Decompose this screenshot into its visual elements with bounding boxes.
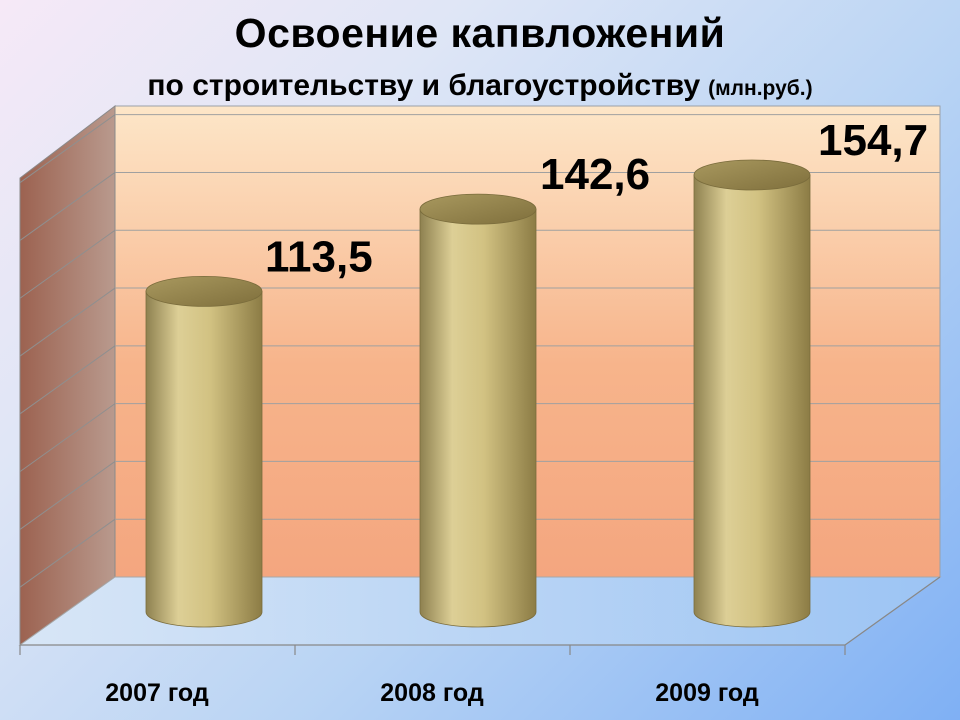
category-label: 2009 год: [655, 679, 759, 707]
chart-subtitle: по строительству и благоустройству: [147, 69, 701, 102]
chart-side-wall: [19, 104, 116, 646]
gridline-side: [19, 287, 116, 357]
data-label: 113,5: [265, 232, 373, 281]
bars: 113,5 142,6 154,7: [145, 116, 928, 628]
bar: [419, 208, 537, 628]
gridline-side: [19, 345, 116, 415]
bar-top: [145, 275, 263, 307]
category-label: 2008 год: [380, 679, 484, 707]
gridline-side: [19, 172, 116, 241]
data-label: 154,7: [818, 116, 928, 165]
gridline-side: [19, 403, 116, 473]
chart-units: (млн.руб.): [708, 77, 813, 100]
bar: [693, 174, 811, 628]
bar: [145, 290, 263, 628]
gridline-side: [19, 229, 116, 299]
gridline-side: [19, 461, 116, 530]
gridline-side: [19, 518, 116, 588]
bar-top: [419, 193, 537, 225]
floor-edge: [844, 576, 941, 646]
gridline-side: [19, 114, 116, 184]
chart-subtitle-line: по строительству и благоустройству (млн.р…: [0, 69, 960, 103]
category-label: 2007 год: [105, 679, 209, 707]
data-label: 142,6: [540, 150, 650, 199]
bar-top: [693, 159, 811, 191]
chart-title: Освоение капвложений: [234, 10, 726, 56]
